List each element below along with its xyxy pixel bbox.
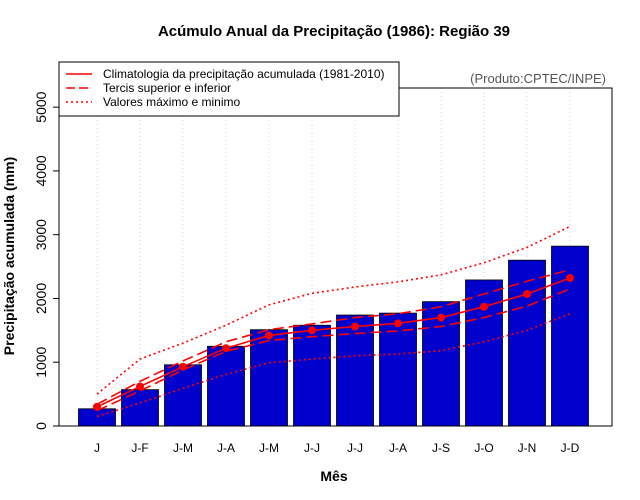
y-tick-label: 4000 [33, 155, 49, 186]
credit-label: (Produto:CPTEC/INPE) [470, 71, 606, 86]
x-tick-label: J [94, 441, 100, 455]
bar [293, 324, 331, 427]
bar [78, 408, 116, 427]
climatology-point [351, 322, 359, 331]
chart-title: Acúmulo Anual da Precipitação (1986): Re… [158, 23, 510, 40]
x-tick-label: J-M [173, 441, 193, 455]
legend-label-terciles: Tercis superior e inferior [103, 81, 231, 95]
tercile-line [96, 268, 571, 406]
legend-label-climatology: Climatologia da precipitação acumulada (… [103, 67, 385, 81]
x-tick-label: J-J [347, 441, 363, 455]
y-tick-label: 2000 [33, 283, 49, 314]
climatology-point [566, 274, 574, 283]
x-tick-label: J-A [217, 441, 235, 455]
climatology-point [136, 382, 144, 391]
climatology-point [437, 313, 445, 322]
climatology-point [394, 319, 402, 328]
x-tick-label: J-F [131, 441, 148, 455]
climatology-point [480, 302, 488, 311]
y-tick-label: 3000 [33, 219, 49, 250]
x-tick-label: J-N [518, 441, 537, 455]
bars-layer [78, 245, 589, 427]
y-tick-label: 1000 [33, 346, 49, 377]
bar [422, 301, 460, 427]
y-axis: 0 1000 2000 3000 4000 5000 [33, 91, 59, 430]
x-tick-label: J-A [389, 441, 407, 455]
bar [121, 389, 159, 427]
tercile-line [96, 288, 571, 412]
x-axis-title: Mês [320, 468, 347, 484]
x-tick-label: J-M [259, 441, 279, 455]
x-tick-label: J-D [561, 441, 580, 455]
x-tick-label: J-J [304, 441, 320, 455]
x-tick-label: J-O [474, 441, 493, 455]
bar [164, 364, 202, 427]
bar [336, 314, 374, 427]
climatology-point [523, 289, 531, 298]
climatology-line [96, 277, 571, 408]
lines-layer [93, 225, 574, 418]
climatology-point [308, 326, 316, 335]
y-tick-label: 0 [33, 422, 49, 430]
grid-layer [96, 88, 571, 426]
bar [508, 259, 546, 427]
bar [465, 279, 503, 427]
legend-label-extremes: Valores máximo e minimo [103, 95, 240, 109]
legend: Climatologia da precipitação acumulada (… [58, 61, 400, 117]
bar [379, 312, 417, 427]
y-axis-title: Precipitação acumulada (mm) [1, 157, 17, 355]
extreme-line [96, 225, 571, 395]
climatology-point [265, 331, 273, 340]
x-axis: J J-F J-M J-A J-M J-J J-J J-A J-S J-O J-N J-D [94, 441, 580, 455]
bar [250, 329, 288, 427]
x-tick-label: J-S [432, 441, 450, 455]
legend-box [58, 61, 400, 117]
climatology-point [93, 402, 101, 411]
bar [207, 345, 245, 427]
y-tick-label: 5000 [33, 91, 49, 122]
